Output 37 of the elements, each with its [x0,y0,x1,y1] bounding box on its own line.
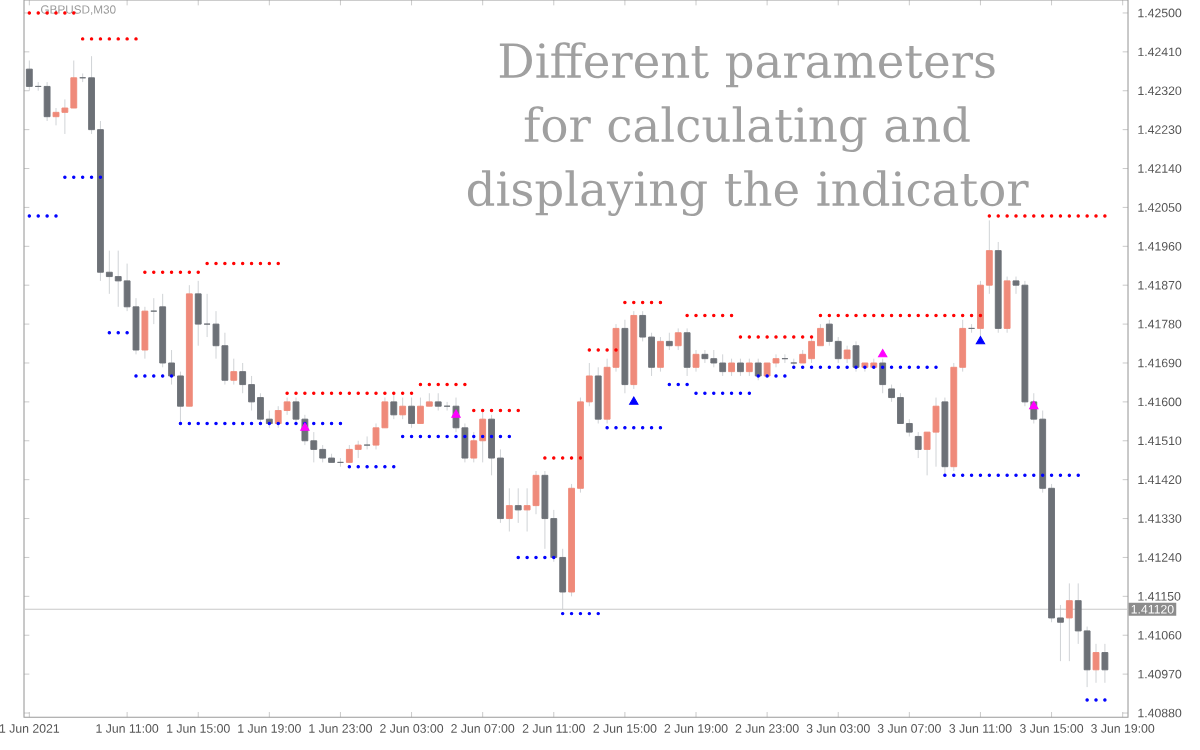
point [300,422,310,431]
candlestick [390,392,398,420]
candlestick [852,340,860,373]
candlestick [541,470,549,550]
candlestick [754,358,762,381]
point [451,409,461,418]
candlestick [674,328,682,351]
point [629,396,639,405]
candlestick [230,358,238,385]
point [975,336,986,345]
candlestick [657,336,664,373]
candlestick [843,345,851,364]
candlestick [283,397,291,416]
candlestick [399,397,407,420]
candlestick [879,358,887,394]
point [877,349,888,358]
candlestick [25,60,33,92]
candlestick [141,306,149,360]
candlestick [52,107,60,126]
candlestick [932,397,940,468]
point [1029,400,1039,410]
candlestick [505,487,513,532]
candlestick [408,397,415,429]
candlestick [194,280,202,347]
candlestick [701,349,709,364]
candlestick [1003,276,1011,334]
candlestick [43,81,51,122]
text: Different parameters for calculating and displaying the indicator [467,42,1029,217]
candlestick [914,431,922,459]
candlestick [1101,643,1109,684]
candlestick [532,470,540,515]
candlestick [683,328,691,377]
candlestick [594,366,602,424]
candlestick [363,436,371,450]
candlestick [514,487,522,524]
candlestick [692,349,700,373]
candlestick [1092,643,1100,684]
